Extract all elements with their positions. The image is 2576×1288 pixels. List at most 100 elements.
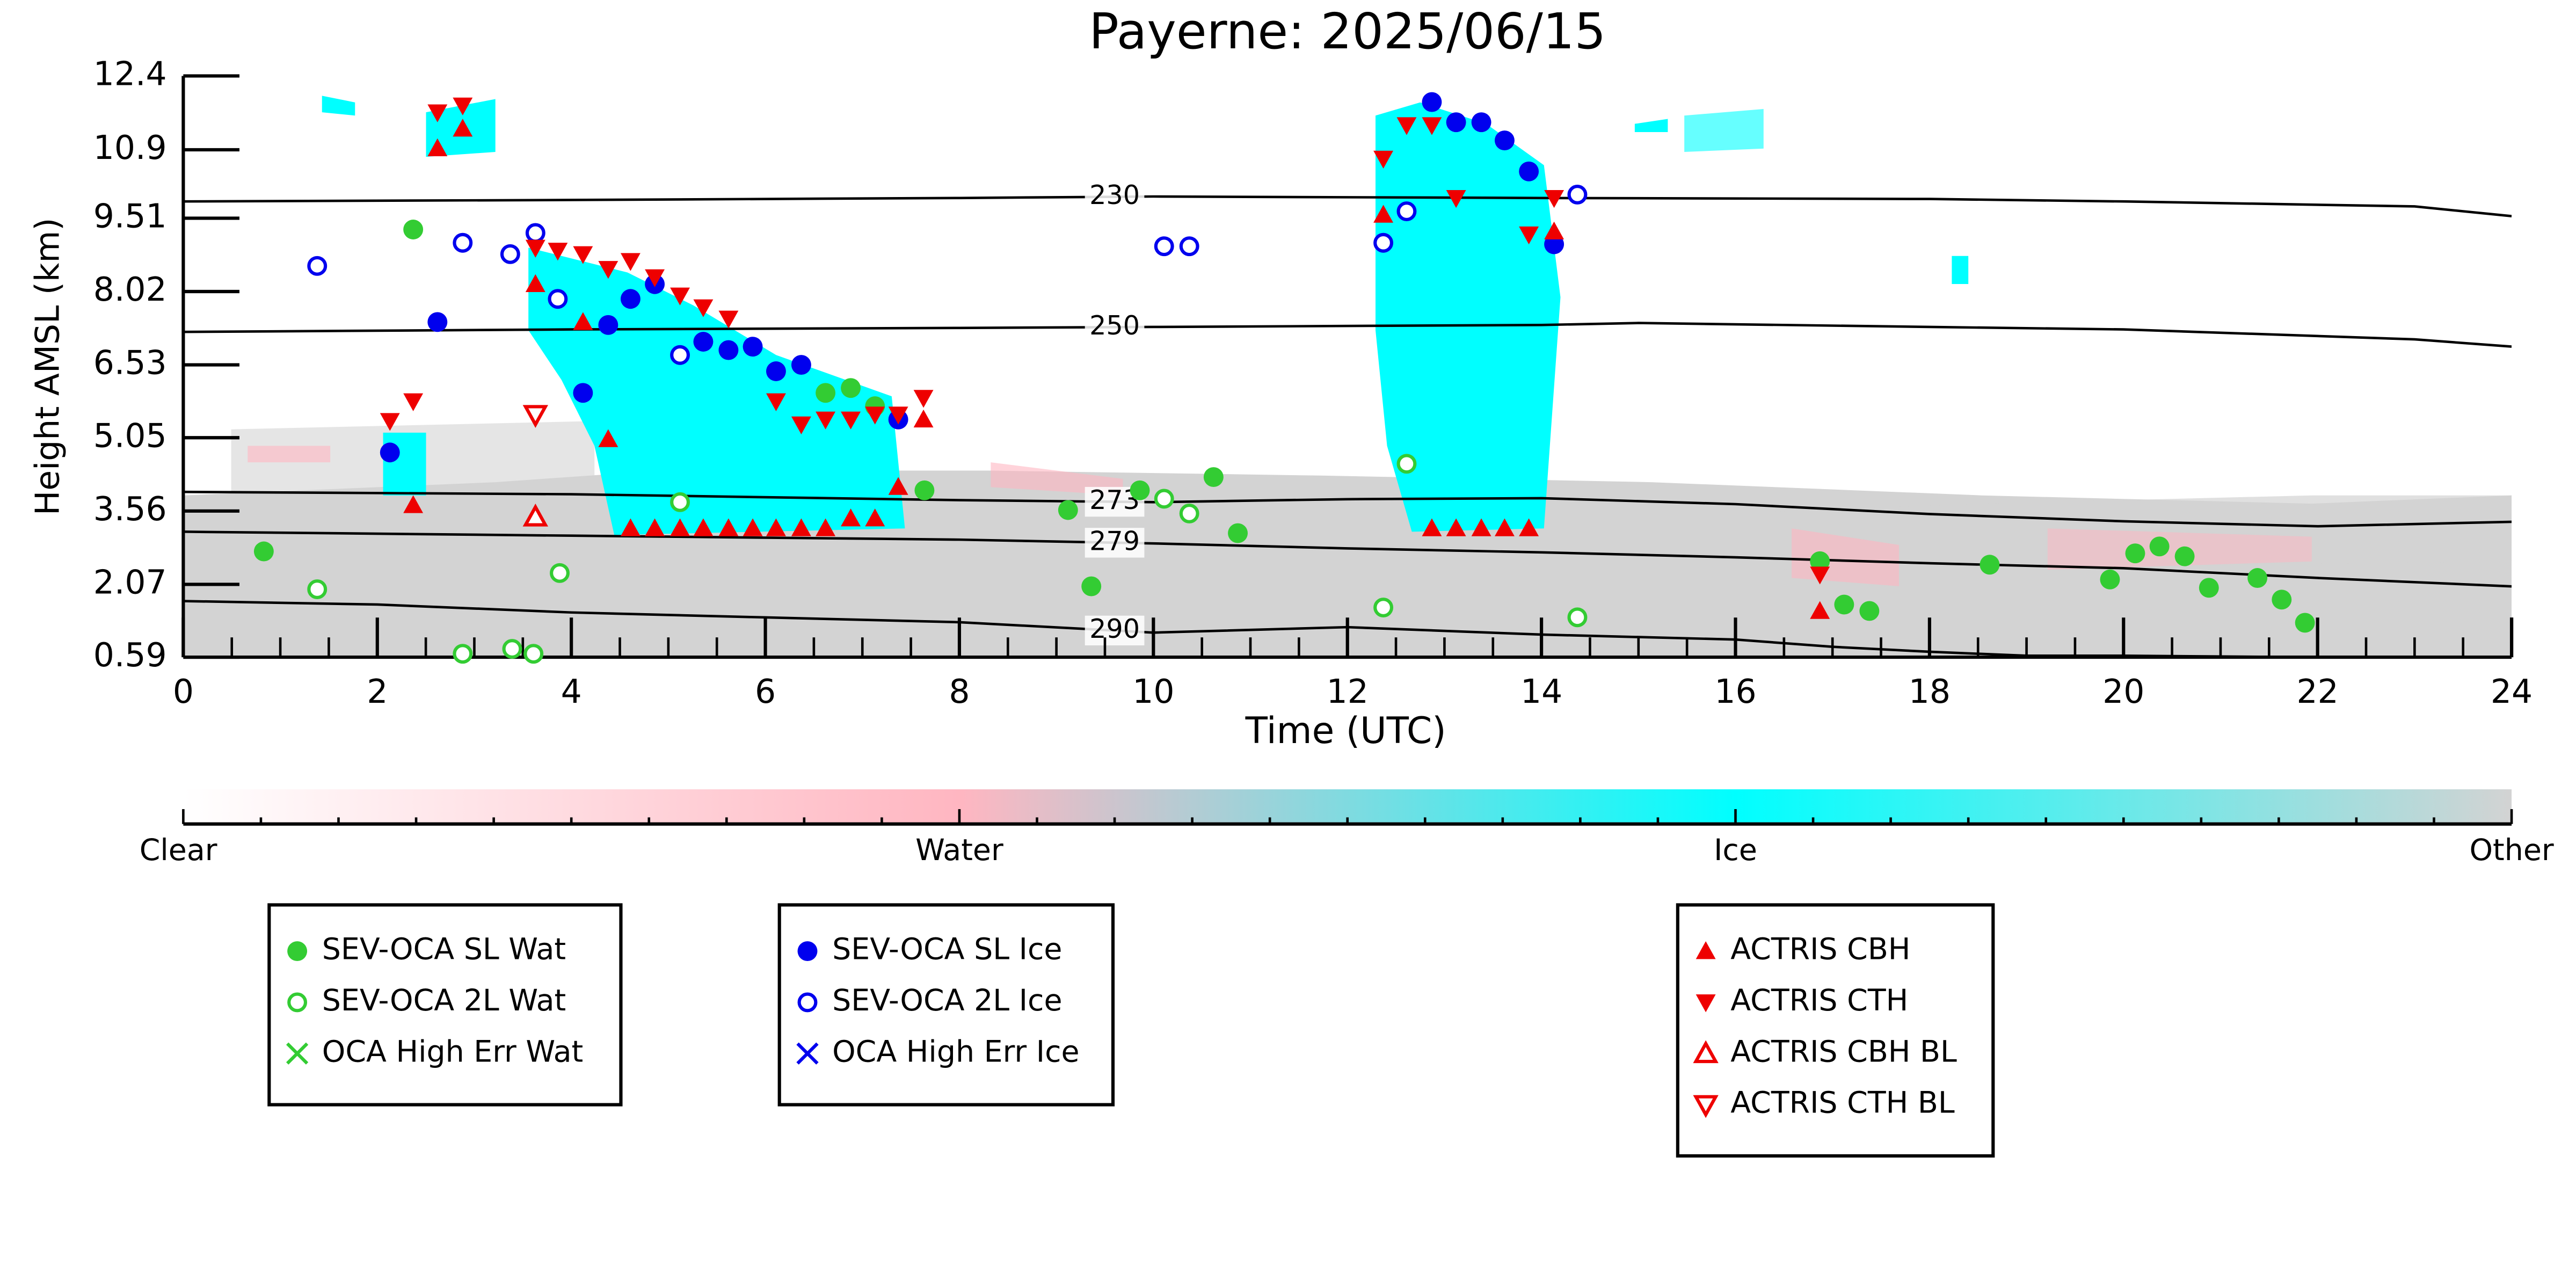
marker: [1058, 500, 1078, 520]
marker: [1373, 598, 1394, 617]
x-tick-label: 0: [173, 672, 194, 711]
marker: [1130, 480, 1150, 500]
marker: [573, 312, 593, 330]
marker: [914, 480, 935, 500]
marker: [403, 393, 424, 411]
marker: [1693, 1040, 1719, 1064]
contour-label-bg: [1085, 615, 1145, 646]
marker: [913, 390, 934, 408]
marker: [2199, 578, 2219, 598]
marker: [1810, 551, 1830, 571]
marker: [307, 256, 328, 276]
contour-line: [183, 530, 2512, 588]
marker: [620, 253, 641, 271]
marker: [287, 941, 308, 962]
marker: [1081, 576, 1102, 596]
marker: [427, 104, 448, 122]
marker: [598, 429, 618, 447]
marker: [670, 287, 690, 305]
y-tick-label: 6.53: [93, 344, 167, 382]
y-tick-label: 2.07: [93, 563, 167, 602]
marker: [693, 332, 714, 352]
marker: [550, 563, 570, 583]
marker: [253, 541, 274, 562]
marker: [670, 518, 690, 536]
marker: [2125, 543, 2145, 564]
marker: [453, 97, 473, 115]
y-tick-label: 0.59: [93, 636, 167, 674]
marker: [548, 243, 568, 261]
y-tick-label: 8.02: [93, 270, 167, 309]
x-tick-label: 12: [1327, 672, 1369, 711]
marker: [453, 119, 473, 137]
marker: [718, 310, 739, 329]
marker: [796, 1042, 819, 1065]
y-tick-label: 10.9: [93, 128, 167, 167]
marker: [1446, 518, 1466, 536]
marker: [1544, 221, 1564, 239]
marker: [522, 405, 548, 428]
legend-label: ACTRIS CTH: [1730, 984, 1908, 1018]
legend-frame: [777, 903, 1115, 1107]
marker: [791, 518, 811, 536]
x-axis-label: Time (UTC): [1245, 709, 1446, 752]
contour-label-bg: [1085, 181, 1145, 212]
marker: [645, 518, 665, 536]
marker: [816, 518, 836, 536]
marker: [620, 289, 641, 309]
marker: [888, 477, 908, 495]
marker: [287, 992, 308, 1013]
marker: [1396, 454, 1417, 474]
y-tick-label: 9.51: [93, 197, 167, 236]
colorbar-label: Other: [2469, 833, 2553, 868]
marker: [693, 299, 714, 317]
y-tick-label: 12.4: [93, 55, 167, 93]
marker: [913, 409, 934, 428]
marker: [500, 244, 520, 264]
marker: [2272, 590, 2292, 610]
marker: [1422, 117, 1442, 135]
marker: [1519, 226, 1539, 245]
marker: [718, 518, 739, 536]
marker: [797, 992, 818, 1013]
marker: [2100, 569, 2120, 590]
marker: [1154, 236, 1174, 257]
legend: SEV-OCA SL Wat SEV-OCA 2L Wat OCA High Err…: [267, 903, 623, 1107]
marker: [573, 383, 593, 403]
x-tick-label: 14: [1520, 672, 1562, 711]
marker: [841, 508, 861, 527]
marker: [791, 355, 811, 375]
legend-label: ACTRIS CBH BL: [1730, 1035, 1957, 1069]
marker: [1396, 117, 1417, 135]
legend-label: SEV-OCA 2L Wat: [322, 984, 566, 1018]
marker: [1396, 201, 1417, 222]
marker: [1810, 566, 1830, 585]
contour-label: 250: [1089, 310, 1140, 341]
legend-frame: [267, 903, 623, 1107]
marker: [1834, 594, 1854, 615]
marker: [1422, 518, 1442, 536]
marker: [865, 508, 885, 527]
marker: [2174, 546, 2195, 566]
marker: [1228, 523, 1248, 543]
y-axis-label: Height AMSL (km): [28, 218, 67, 515]
legend-label: SEV-OCA SL Ice: [832, 933, 1062, 967]
marker: [766, 518, 786, 536]
marker: [1693, 1095, 1719, 1118]
marker: [286, 1042, 309, 1065]
marker: [1494, 518, 1515, 536]
marker: [525, 274, 545, 293]
marker: [525, 239, 545, 258]
marker: [453, 232, 473, 253]
legend: ACTRIS CBH ACTRIS CTH ACTRIS CBH BL ACTRIS …: [1676, 903, 1995, 1158]
marker: [573, 246, 593, 264]
colorbar-label: Clear: [140, 833, 217, 868]
marker: [766, 361, 786, 381]
marker: [1203, 467, 1224, 487]
marker: [888, 406, 908, 425]
contour-label: 279: [1089, 525, 1140, 556]
marker: [841, 411, 861, 430]
marker: [380, 442, 400, 463]
marker: [1519, 518, 1539, 536]
